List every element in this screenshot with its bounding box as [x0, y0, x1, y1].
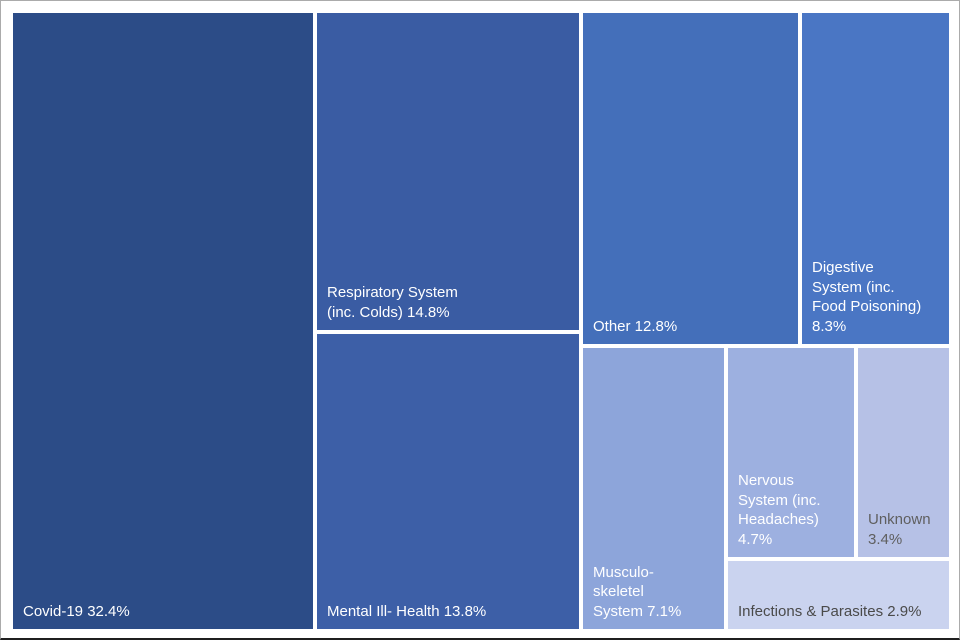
- treemap-tile-nervous-system[interactable]: Nervous System (inc. Headaches) 4.7%: [728, 348, 854, 557]
- treemap-tile-musculoskeletal-system[interactable]: Musculo- skeletel System 7.1%: [583, 348, 724, 629]
- tile-label-other: Other 12.8%: [593, 317, 678, 335]
- tile-label-musculoskeletal-system: Musculo- skeletel System 7.1%: [593, 563, 682, 620]
- tile-label-digestive-system: Digestive System (inc. Food Poisoning) 8…: [812, 259, 922, 335]
- tile-label-respiratory-system: Respiratory System (inc. Colds) 14.8%: [327, 284, 458, 321]
- tile-label-covid-19: Covid-19 32.4%: [23, 602, 130, 620]
- treemap-tile-other[interactable]: Other 12.8%: [583, 13, 798, 344]
- treemap-tile-respiratory-system[interactable]: Respiratory System (inc. Colds) 14.8%: [317, 13, 579, 330]
- treemap-tile-infections-parasites[interactable]: Infections & Parasites 2.9%: [728, 561, 949, 629]
- treemap-tile-mental-ill-health[interactable]: Mental Ill- Health 13.8%: [317, 334, 579, 629]
- treemap-tile-covid-19[interactable]: Covid-19 32.4%: [13, 13, 313, 629]
- tile-label-nervous-system: Nervous System (inc. Headaches) 4.7%: [738, 472, 821, 548]
- treemap-tile-digestive-system[interactable]: Digestive System (inc. Food Poisoning) 8…: [802, 13, 949, 344]
- tile-label-infections-parasites: Infections & Parasites 2.9%: [738, 602, 922, 620]
- tile-label-unknown: Unknown 3.4%: [868, 511, 931, 548]
- tile-label-mental-ill-health: Mental Ill- Health 13.8%: [327, 602, 487, 620]
- treemap-tile-unknown[interactable]: Unknown 3.4%: [858, 348, 949, 557]
